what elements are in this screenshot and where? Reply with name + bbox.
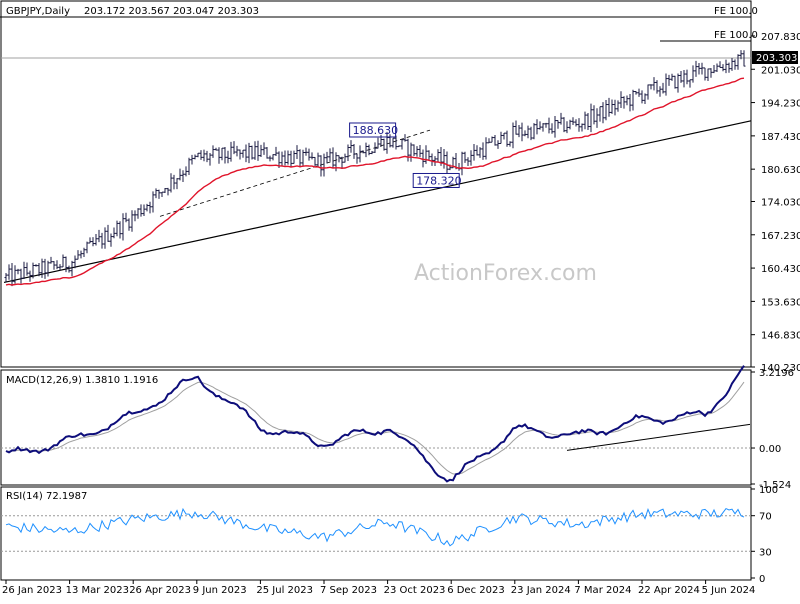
price-tick-label: 187.430 <box>761 132 800 143</box>
price-tick-label: 174.030 <box>761 197 800 208</box>
price-annotation-box <box>349 122 397 138</box>
rsi-axis: 100 70 30 0 <box>751 485 778 585</box>
rsi-tick-label: 70 <box>759 512 772 523</box>
x-tick-label: 25 Jul 2023 <box>256 585 313 596</box>
watermark: ActionForex.com <box>414 261 597 286</box>
price-tick-label: 180.630 <box>761 165 800 176</box>
x-tick-label: 26 Apr 2023 <box>129 585 191 596</box>
price-tick-label: 167.230 <box>761 231 800 242</box>
dashed-projection-line <box>159 129 431 217</box>
x-tick-label: 23 Jan 2024 <box>511 585 571 596</box>
x-tick-label: 13 Mar 2023 <box>66 585 129 596</box>
price-drawing: 188.630 178.320 <box>3 50 752 287</box>
x-tick-label: 26 Jan 2023 <box>2 585 62 596</box>
x-tick-label: 5 Jun 2024 <box>702 585 756 596</box>
rsi-label: RSI(14) 72.1987 <box>6 491 87 502</box>
price-tick-label: 194.230 <box>761 99 800 110</box>
macd-trendline <box>566 423 751 451</box>
price-axis: 207.830 201.030 194.230 187.430 180.630 174.0… <box>751 32 800 374</box>
macd-tick-label: -1.524 <box>759 480 791 491</box>
current-price-tag <box>752 51 798 64</box>
current-price-text: 203.303 <box>756 53 797 64</box>
macd-drawing <box>1 365 751 483</box>
price-tick-label: 146.830 <box>761 331 800 342</box>
macd-tick-label: 0.00 <box>759 444 781 455</box>
price-panel-frame <box>0 0 752 368</box>
price-tick-label: 201.030 <box>761 65 800 76</box>
rsi-line <box>5 507 745 547</box>
symbol-label: GBPJPY,Daily <box>6 6 70 17</box>
macd-tick-label: 3.2196 <box>759 368 794 379</box>
price-annotation-box <box>412 172 460 188</box>
price-tick-label: 153.630 <box>761 297 800 308</box>
price-tick-label: 160.430 <box>761 264 800 275</box>
x-axis: 26 Jan 2023 13 Mar 2023 26 Apr 2023 9 Jun 2… <box>2 580 755 596</box>
x-tick-label: 23 Oct 2023 <box>384 585 446 596</box>
price-tick-label: 140.230 <box>761 363 800 374</box>
ohlc-header: 203.172 203.567 203.047 203.303 <box>84 6 259 17</box>
fe-label-1: FE 100.0 <box>714 6 758 17</box>
support-trendline <box>3 120 752 284</box>
rsi-tick-label: 30 <box>759 547 772 558</box>
macd-label: MACD(12,26,9) 1.3810 1.1916 <box>6 375 158 386</box>
price-tick-label: 207.830 <box>761 32 800 43</box>
ema-line <box>5 77 745 286</box>
x-tick-label: 9 Jun 2023 <box>193 585 247 596</box>
rsi-panel-frame <box>0 486 752 581</box>
macd-line <box>5 365 745 483</box>
x-tick-label: 7 Mar 2024 <box>574 585 631 596</box>
fe-label-2: FE 100.0 <box>714 30 758 41</box>
x-tick-label: 6 Dec 2023 <box>447 585 505 596</box>
rsi-tick-label: 0 <box>759 574 765 585</box>
macd-axis: 3.2196 0.00 -1.524 <box>751 368 794 491</box>
macd-panel-frame <box>0 369 752 486</box>
rsi-tick-label: 100 <box>759 485 778 496</box>
price-annotation-label: 188.630 <box>353 124 399 137</box>
price-annotation-label: 178.320 <box>416 174 462 187</box>
x-tick-label: 7 Sep 2023 <box>320 585 377 596</box>
x-tick-label: 22 Apr 2024 <box>638 585 700 596</box>
rsi-drawing <box>1 507 751 552</box>
